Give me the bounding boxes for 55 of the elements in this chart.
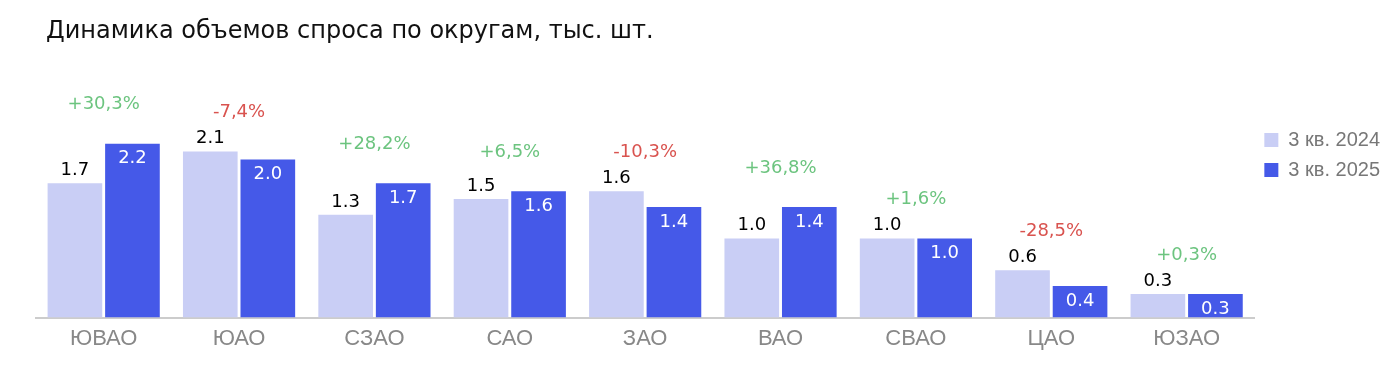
data-label: 1.0 [872, 213, 902, 235]
data-label: 2.1 [195, 126, 225, 148]
bar [182, 151, 238, 318]
bar [318, 214, 373, 318]
annotation: +6,5% [479, 139, 541, 161]
data-label: 1.4 [794, 209, 824, 231]
legend-label: 3 кв. 2025 [1288, 157, 1381, 180]
annotation: +0,3% [1156, 242, 1218, 264]
x-tick-label: ЗАО [622, 324, 668, 350]
data-label: 0.6 [1008, 244, 1037, 266]
bar [453, 199, 509, 318]
text: +30,3% [67, 92, 140, 114]
bar [917, 238, 973, 318]
bar [724, 238, 780, 318]
annotation: +28,2% [338, 131, 411, 153]
x-tick-label: СВАО [885, 324, 947, 350]
data-label: 1.7 [388, 185, 418, 207]
bar [995, 270, 1050, 318]
bar [105, 143, 160, 318]
data-label: 1.6 [524, 193, 553, 215]
data-label: 1.5 [466, 173, 496, 195]
data-label: 1.3 [331, 189, 360, 211]
bar [589, 191, 644, 318]
data-label: 1.6 [602, 165, 631, 187]
data-label: 2.2 [118, 146, 147, 168]
annotation: +1,6% [885, 187, 947, 209]
bar [1130, 293, 1186, 318]
bar [375, 183, 431, 318]
data-label: 1.0 [737, 213, 767, 235]
x-tick-label: ЮВАО [69, 324, 138, 350]
bar [781, 206, 837, 318]
annotation: +36,8% [744, 155, 817, 177]
annotation: -28,5% [1019, 218, 1084, 240]
x-tick-label: САО [486, 324, 534, 350]
data-label: 0.3 [1201, 296, 1230, 318]
x-tick-label: ЦАО [1027, 324, 1076, 350]
bar [47, 183, 103, 318]
bar [511, 191, 566, 318]
bar [240, 159, 296, 318]
x-tick-label: ВАО [757, 324, 804, 350]
x-tick-label: СЗАО [344, 324, 405, 350]
bar [646, 206, 702, 318]
x-tick-label: ЮЗАО [1153, 324, 1221, 350]
data-label: 1.4 [659, 209, 689, 231]
x-tick-label: ЮАО [212, 324, 266, 350]
annotation: -10,3% [613, 139, 678, 161]
legend-label: 3 кв. 2024 [1288, 127, 1381, 150]
data-label: 0.3 [1143, 268, 1173, 290]
text: -7,4% [212, 100, 266, 122]
data-label: 1.7 [60, 157, 90, 179]
bar [859, 238, 915, 318]
chart-title: Динамика объемов спроса по округам, тыс. шт. [46, 16, 654, 44]
data-label: 0.4 [1065, 288, 1095, 310]
data-label: 1.0 [930, 241, 959, 263]
data-label: 2.0 [253, 162, 283, 184]
